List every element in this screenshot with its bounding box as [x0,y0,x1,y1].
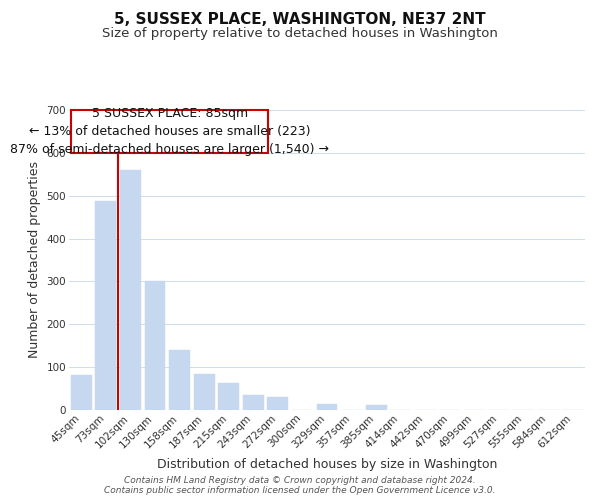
Bar [120,170,141,410]
Bar [317,404,337,410]
Text: Contains HM Land Registry data © Crown copyright and database right 2024.: Contains HM Land Registry data © Crown c… [124,476,476,485]
Text: Contains public sector information licensed under the Open Government Licence v3: Contains public sector information licen… [104,486,496,495]
FancyBboxPatch shape [71,110,268,153]
Bar [268,397,289,410]
Text: 5, SUSSEX PLACE, WASHINGTON, NE37 2NT: 5, SUSSEX PLACE, WASHINGTON, NE37 2NT [114,12,486,28]
Text: 5 SUSSEX PLACE: 85sqm
← 13% of detached houses are smaller (223)
87% of semi-det: 5 SUSSEX PLACE: 85sqm ← 13% of detached … [10,107,329,156]
Bar [365,405,386,410]
Bar [218,383,239,410]
Y-axis label: Number of detached properties: Number of detached properties [28,162,41,358]
Bar [194,374,215,410]
X-axis label: Distribution of detached houses by size in Washington: Distribution of detached houses by size … [157,458,497,471]
Bar [71,375,92,410]
Bar [243,395,264,410]
Bar [145,280,166,410]
Bar [169,350,190,410]
Bar [95,202,116,410]
Text: Size of property relative to detached houses in Washington: Size of property relative to detached ho… [102,28,498,40]
